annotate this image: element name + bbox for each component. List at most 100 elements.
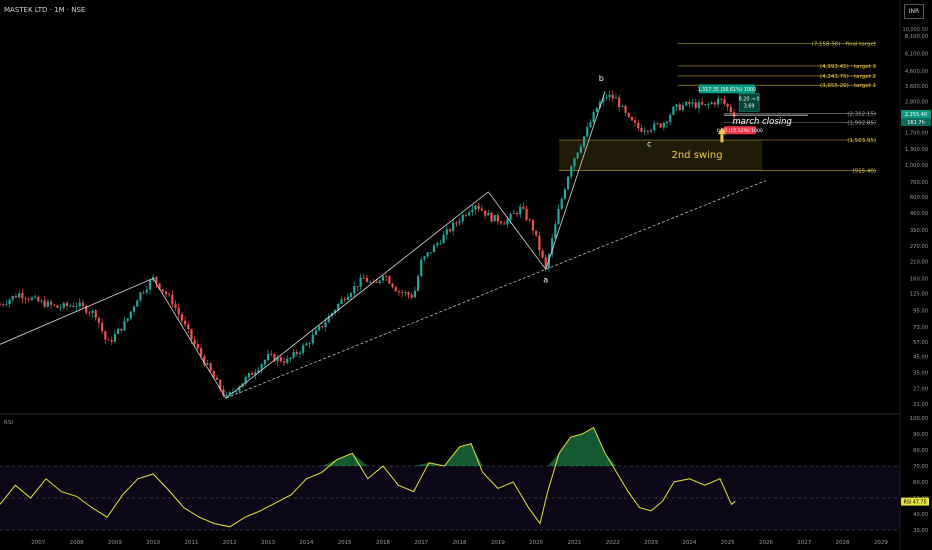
candle-body [171, 294, 174, 305]
y-tick-label: 73.00 [913, 325, 928, 331]
candle-body [196, 344, 199, 349]
candle-body [554, 224, 557, 239]
candle-body [528, 219, 531, 221]
candle-body [477, 205, 480, 209]
candle-body [56, 305, 59, 308]
y-tick-label: 460.00 [910, 211, 928, 217]
candle-body [509, 213, 512, 220]
candle-body [11, 296, 14, 300]
candle-body [605, 97, 608, 98]
x-tick-label: 2016 [376, 540, 390, 546]
candle-body [324, 322, 327, 327]
position-box[interactable] [738, 93, 760, 112]
countdown-badge [901, 117, 931, 126]
candle-body [401, 292, 404, 293]
long-position-tag[interactable] [698, 84, 755, 94]
candle-body [21, 293, 24, 299]
rsi-overbought-fill [605, 453, 617, 466]
x-tick-label: 2007 [31, 540, 45, 546]
candle-body [222, 389, 225, 396]
candle-body [321, 326, 324, 327]
candle-body [37, 296, 40, 302]
y-tick-label: 125.00 [910, 292, 928, 298]
level-label: (3,655.20) · target 1 [820, 83, 876, 89]
candle-body [634, 120, 637, 123]
zone-2nd-swing [559, 140, 763, 171]
candle-body [432, 245, 436, 253]
wave-line [545, 91, 606, 270]
candle-body [190, 329, 193, 340]
candle-body [164, 291, 168, 295]
candle-body [369, 282, 372, 283]
candle-body [311, 334, 314, 344]
last-price-label: 2,255.40 [905, 112, 927, 118]
wave-line [0, 278, 154, 345]
candle-body [187, 324, 190, 330]
candle-body [404, 292, 407, 294]
candle-body [247, 373, 251, 378]
candle-body [586, 127, 589, 137]
rsi-overbought-fill [352, 453, 368, 466]
candle-body [611, 94, 614, 99]
x-tick-label: 2021 [567, 540, 581, 546]
candle-body [359, 277, 362, 287]
candle-body [212, 370, 215, 378]
candle-body [688, 101, 691, 104]
candle-body [378, 280, 381, 284]
candle-body [656, 123, 659, 125]
candle-body [199, 348, 203, 357]
x-tick-label: 2025 [721, 540, 735, 546]
rsi-overbought-fill [570, 434, 583, 466]
candle-body [180, 314, 184, 321]
y-tick-label: 57.00 [913, 340, 928, 346]
candle-body [113, 333, 116, 342]
candle-body [429, 252, 432, 254]
candle-body [681, 105, 685, 111]
candle-body [471, 209, 474, 213]
candle-body [251, 373, 254, 375]
candle-body [691, 102, 694, 104]
candle-body [120, 328, 123, 331]
last-price-badge[interactable] [901, 109, 931, 118]
chart-title: MASTEK LTD · 1M · NSE [4, 6, 86, 14]
wave-line [152, 278, 227, 399]
candle-body [608, 94, 611, 98]
candle-body [295, 352, 298, 354]
y-tick-label: 270.00 [910, 244, 928, 250]
currency-button[interactable]: INR [904, 4, 924, 19]
candle-body [547, 254, 551, 268]
wave-line [487, 191, 547, 270]
x-tick-label: 2019 [491, 540, 505, 546]
candle-body [334, 310, 337, 314]
candle-body [177, 307, 180, 315]
y-tick-label: 3,600.00 [905, 84, 928, 90]
candle-body [43, 300, 46, 307]
candle-body [570, 166, 573, 177]
candle-body [464, 214, 468, 216]
candle-body [110, 339, 113, 342]
candle-body [129, 311, 132, 319]
candle-body [445, 229, 448, 235]
candle-body [394, 287, 397, 292]
candle-body [598, 102, 602, 108]
x-tick-label: 2012 [223, 540, 237, 546]
stop-tag[interactable] [723, 126, 756, 135]
candle-body [458, 221, 461, 223]
candle-body [707, 103, 710, 105]
x-tick-label: 2024 [682, 540, 696, 546]
candle-body [410, 294, 413, 298]
candle-body [343, 299, 346, 300]
candle-body [148, 280, 152, 290]
x-tick-label: 2029 [874, 540, 888, 546]
candle-body [640, 128, 643, 132]
zone-label: 2nd swing [671, 150, 722, 161]
level-label: (4,243.75) · target 2 [820, 74, 876, 80]
candle-body [270, 353, 273, 355]
level-label: (1,503.95) [847, 138, 876, 144]
candle-body [515, 213, 519, 215]
candle-body [726, 103, 729, 107]
candle-body [81, 302, 85, 306]
x-tick-label: 2022 [606, 540, 620, 546]
candle-body [228, 392, 231, 395]
